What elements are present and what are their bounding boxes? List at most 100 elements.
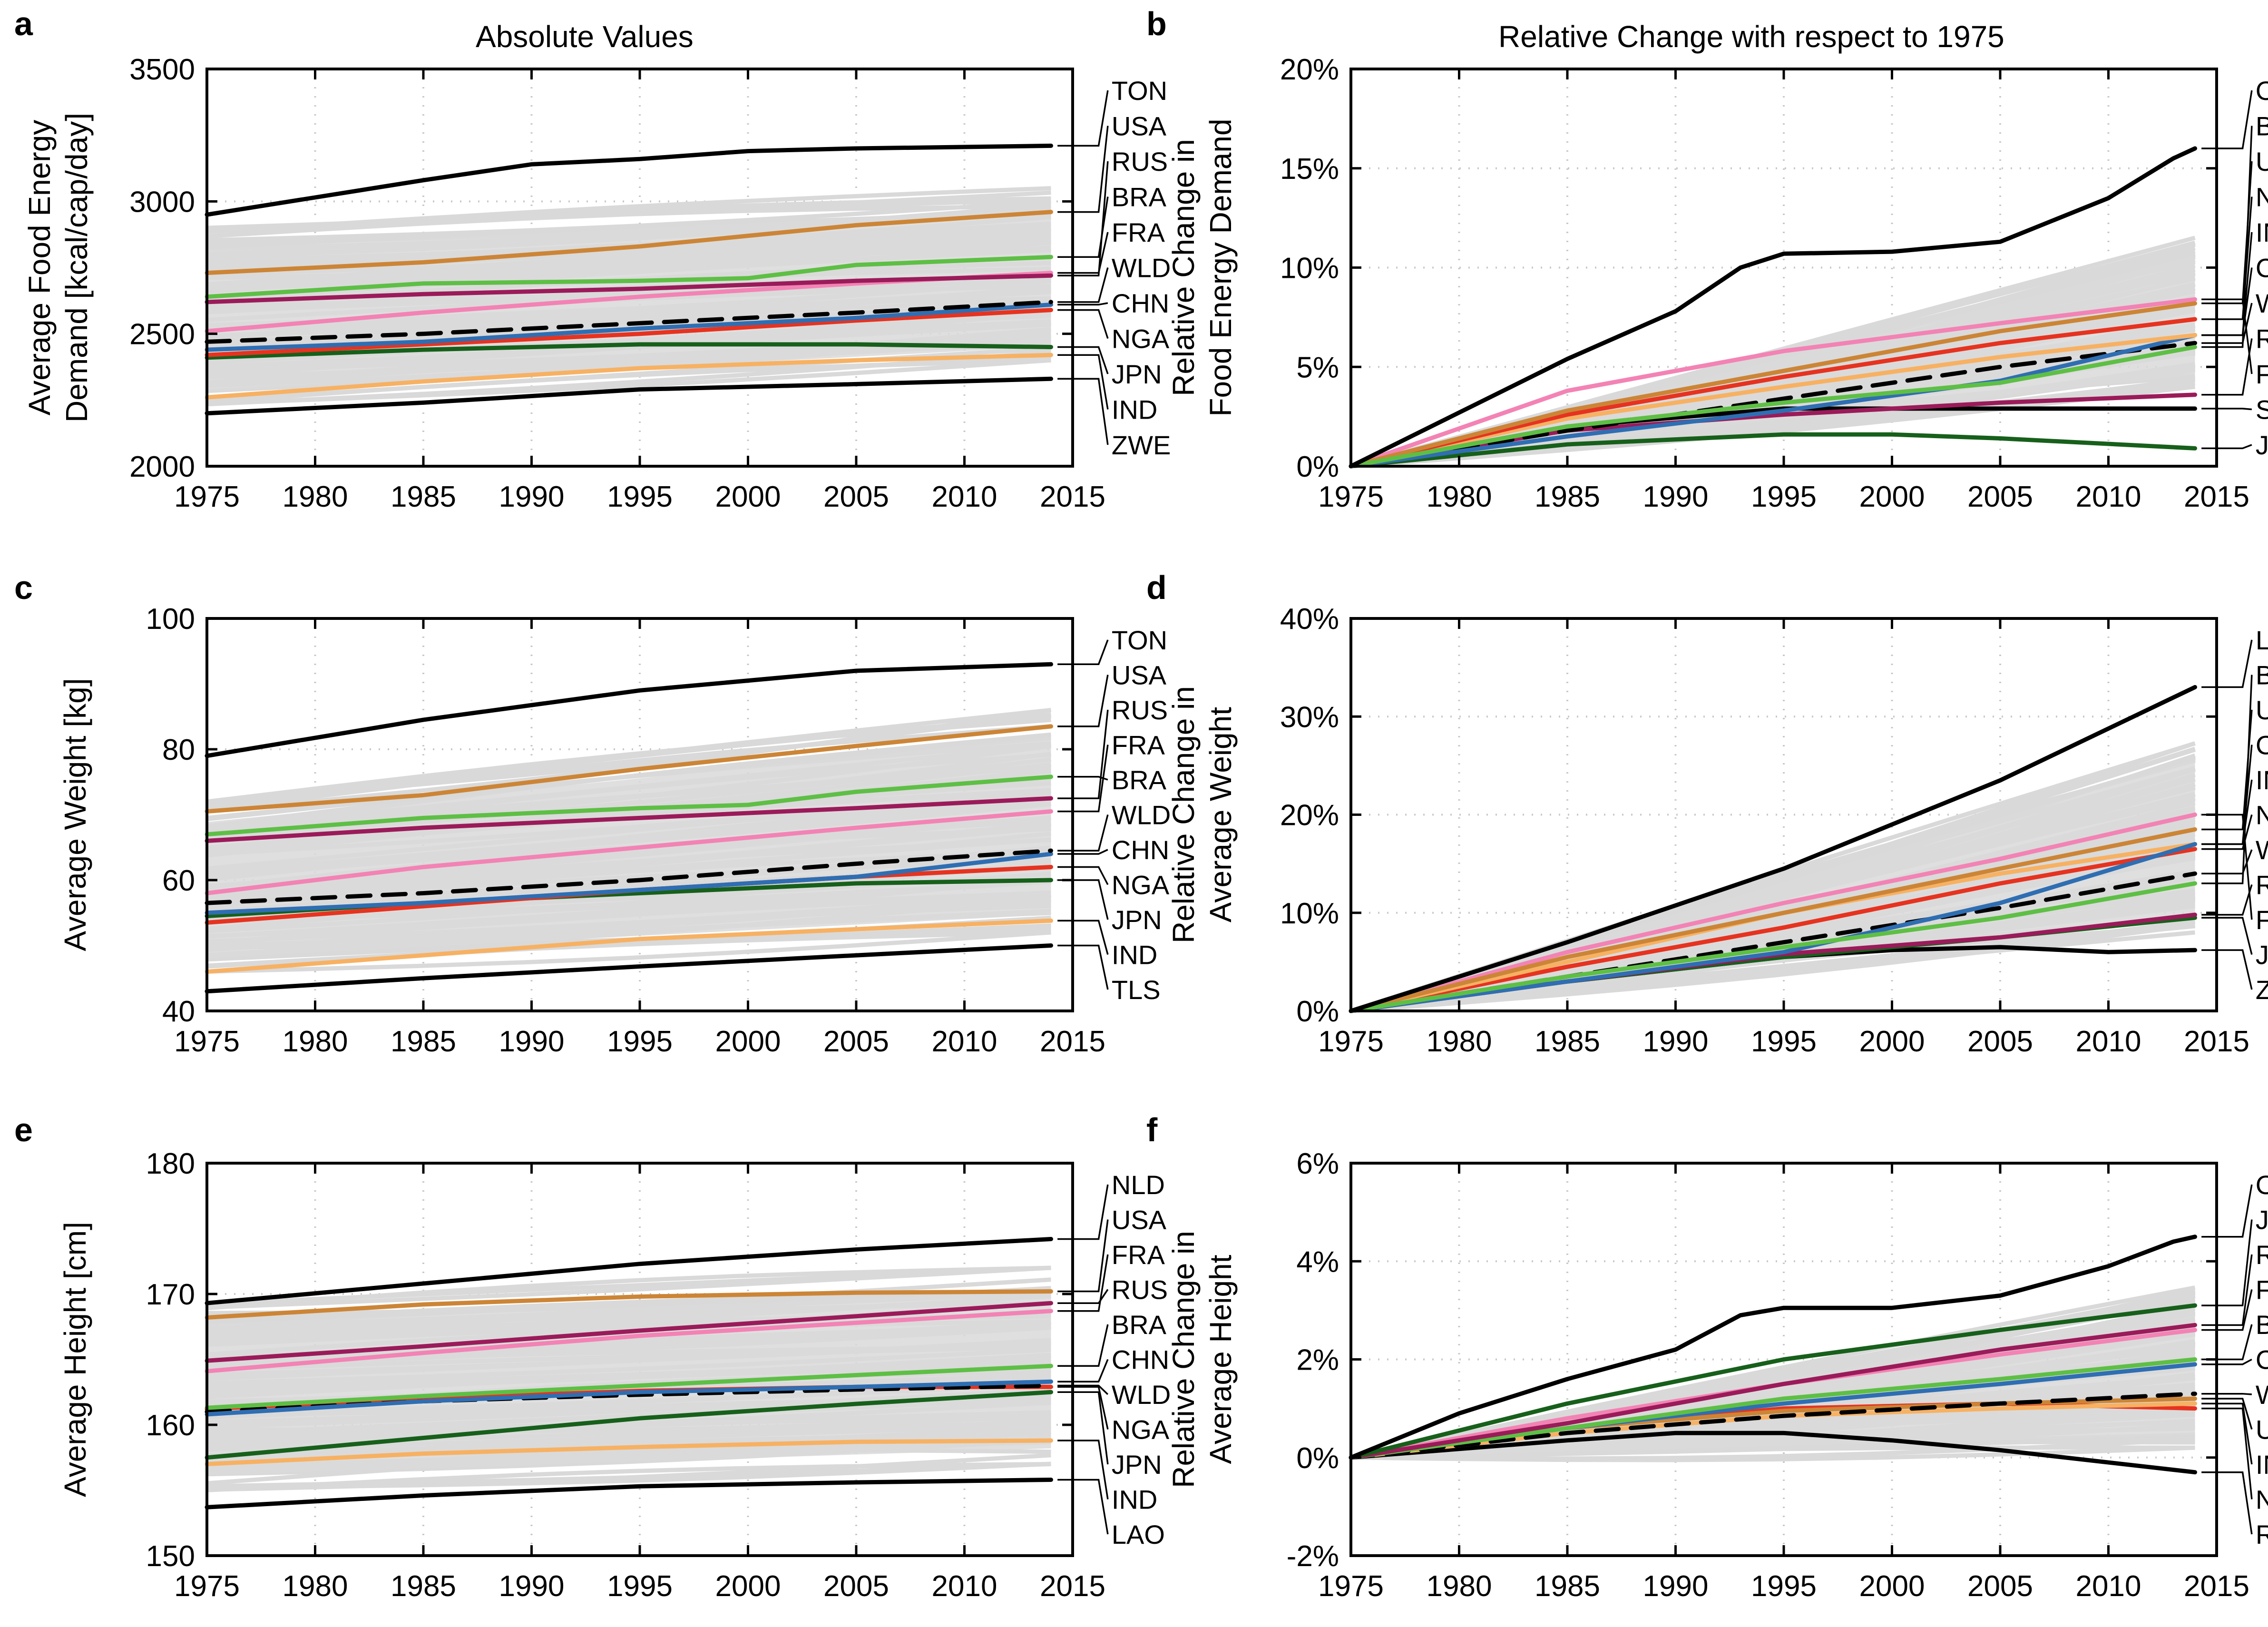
country-label-jpn: JPN — [2256, 940, 2268, 970]
country-label-wld: WLD — [1112, 1380, 1171, 1410]
country-label-lca: LCA — [2256, 625, 2268, 655]
y-tick-label: 0% — [1296, 995, 1339, 1028]
background-country-line — [206, 190, 1051, 230]
leader-line-sgp — [2201, 408, 2252, 411]
leader-line-wld — [1057, 1384, 1109, 1395]
country-label-rus: RUS — [2256, 324, 2268, 354]
x-tick-label: 2015 — [1040, 1025, 1105, 1058]
country-label-bra: BRA — [1112, 1310, 1167, 1340]
leader-line-wld — [2201, 849, 2253, 874]
country-label-nga: NGA — [1112, 1415, 1170, 1445]
country-label-jpn: JPN — [2256, 430, 2268, 460]
x-tick-label: 1990 — [1643, 480, 1709, 513]
leader-line-bra — [2201, 1324, 2253, 1361]
country-label-jpn: JPN — [2256, 1205, 2268, 1235]
country-label-bra: BRA — [1112, 182, 1167, 212]
y-axis-label: Relative Change in — [1166, 1231, 1201, 1488]
country-label-nld: NLD — [1112, 1170, 1165, 1200]
country-label-wld: WLD — [2256, 1380, 2268, 1410]
leader-line-usa — [1057, 1219, 1109, 1293]
y-tick-label: 2% — [1296, 1344, 1339, 1377]
leader-line-jpn — [1057, 346, 1109, 374]
background-country-line — [206, 717, 1051, 804]
x-tick-label: 2005 — [1967, 1570, 2033, 1603]
country-label-omn: OMN — [2256, 1170, 2268, 1200]
background-country-line — [206, 1265, 1051, 1311]
x-tick-label: 2000 — [715, 1570, 781, 1603]
x-tick-label: 2005 — [1967, 480, 2033, 513]
country-label-wld: WLD — [2256, 288, 2268, 318]
country-label-wld: WLD — [1112, 800, 1171, 830]
x-tick-label: 2010 — [2076, 480, 2141, 513]
series-line-rwa — [1349, 1431, 2197, 1475]
leader-line-chn — [1057, 302, 1108, 306]
x-tick-label: 1975 — [174, 1025, 240, 1058]
country-label-fra: FRA — [1112, 1240, 1165, 1270]
leader-line-fra — [2201, 298, 2253, 374]
leader-line-chn — [1057, 849, 1108, 855]
series-line-chn — [205, 1379, 1053, 1417]
x-tick-label: 1990 — [1643, 1570, 1709, 1603]
y-tick-label: 150 — [146, 1540, 195, 1573]
series-line-jpn — [1349, 1303, 2197, 1460]
country-label-rus: RUS — [2256, 1240, 2268, 1270]
y-tick-label: 40% — [1280, 603, 1339, 636]
x-tick-label: 1985 — [391, 1570, 456, 1603]
series-line-fra — [1349, 813, 2197, 1013]
y-axis-label: Demand [kcal/cap/day] — [59, 113, 94, 422]
x-tick-label: 1985 — [1535, 1025, 1600, 1058]
leader-line-jpn — [2201, 917, 2253, 955]
leader-line-rus — [1057, 709, 1109, 799]
country-label-usa: USA — [2256, 147, 2268, 176]
y-tick-label: 15% — [1280, 153, 1339, 186]
y-tick-label: 20% — [1280, 799, 1339, 832]
series-line-tls — [205, 943, 1053, 994]
series-line-wld — [1349, 341, 2197, 469]
leader-line-ind — [1057, 1440, 1109, 1500]
y-axis-label: Average Weight [kg] — [58, 678, 92, 951]
series-line-bra — [1349, 345, 2197, 469]
x-tick-label: 1985 — [391, 1025, 456, 1058]
column-title-absolute: Absolute Values — [476, 20, 694, 54]
background-country-line — [1350, 1285, 2196, 1460]
leader-line-ind — [1057, 354, 1109, 410]
x-tick-label: 1995 — [1751, 480, 1817, 513]
y-tick-label: 20% — [1280, 53, 1339, 86]
series-line-wld — [205, 300, 1053, 344]
x-tick-label: 2005 — [823, 1025, 889, 1058]
panel-letter-c: c — [14, 569, 33, 606]
leader-line-usa — [2201, 1398, 2253, 1430]
x-tick-label: 2005 — [823, 1570, 889, 1603]
x-tick-label: 2005 — [1967, 1025, 2033, 1058]
series-line-lca — [1349, 685, 2197, 1013]
leader-line-usa — [1057, 675, 1109, 727]
leader-line-ind — [1057, 920, 1109, 955]
chart-panel-b: 1975 1980 1985 1990 1995 2000 2005 2010 2015 0% 5%… — [1166, 53, 2268, 513]
y-tick-label: -2% — [1287, 1540, 1339, 1573]
background-country-line — [206, 199, 1051, 243]
country-label-chn: CHN — [2256, 1345, 2268, 1375]
panel-letter-f: f — [1146, 1111, 1158, 1148]
chart-panel-c: 1975 1980 1985 1990 1995 2000 2005 2010 2015 40 60… — [58, 603, 1171, 1058]
leader-line-jpn — [2201, 444, 2252, 450]
country-label-rus: RUS — [2256, 870, 2268, 900]
y-tick-label: 4% — [1296, 1245, 1339, 1278]
panel-letter-d: d — [1146, 569, 1167, 606]
y-axis-label: Relative Change in — [1166, 686, 1201, 943]
leader-line-chn — [1057, 1359, 1109, 1382]
leader-line-omn — [2201, 90, 2253, 149]
series-line-bra — [1349, 881, 2197, 1013]
leader-line-tls — [1057, 944, 1109, 990]
background-country-line — [206, 350, 1051, 407]
background-country-line — [206, 930, 1051, 974]
x-tick-label: 1985 — [391, 480, 456, 513]
gray-band — [1351, 760, 2195, 1011]
leader-line-lca — [2201, 639, 2253, 688]
leader-line-ton — [1057, 90, 1109, 147]
y-tick-label: 180 — [146, 1147, 195, 1180]
series-line-fra — [205, 1309, 1053, 1373]
y-tick-label: 6% — [1296, 1147, 1339, 1180]
y-axis-label: Average Weight — [1203, 707, 1238, 922]
y-axis-label: Average Food Energy — [22, 120, 57, 415]
y-tick-label: 40 — [162, 995, 195, 1028]
